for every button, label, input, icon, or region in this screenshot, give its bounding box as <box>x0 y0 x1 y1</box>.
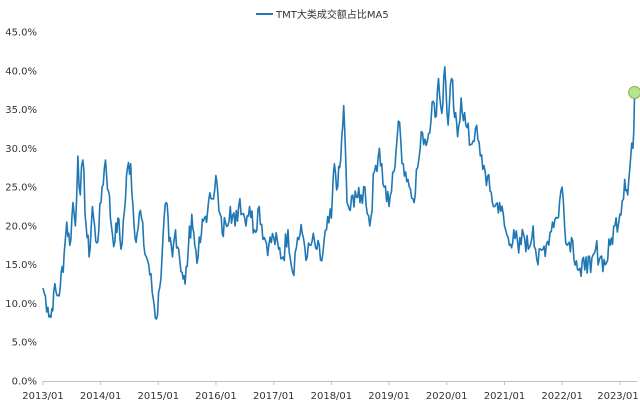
y-tick-label: 40.0% <box>5 66 37 77</box>
x-tick-label: 2016/01 <box>195 391 237 402</box>
legend-label: TMT大类成交额占比MA5 <box>275 8 389 21</box>
x-tick-label: 2021/01 <box>484 391 526 402</box>
y-tick-label: 10.0% <box>5 299 37 310</box>
y-tick-label: 25.0% <box>5 183 37 194</box>
x-tick-label: 2013/01 <box>22 391 64 402</box>
x-axis-ticks: 2013/01 2014/01 2015/01 2016/01 2017/01 2018/… <box>22 381 639 402</box>
x-tick-label: 2020/01 <box>426 391 468 402</box>
y-tick-label: 45.0% <box>5 28 37 39</box>
legend: TMT大类成交额占比MA5 <box>256 8 389 21</box>
y-tick-label: 20.0% <box>5 221 37 232</box>
x-tick-label: 2015/01 <box>138 391 180 402</box>
x-tick-label: 2017/01 <box>253 391 295 402</box>
x-tick-label: 2023/01 <box>597 391 639 402</box>
x-tick-label: 2022/01 <box>541 391 583 402</box>
y-axis-ticks: 0.0% 5.0% 10.0% 15.0% 20.0% 25.0% 30.0% 35.0% 40… <box>5 28 37 388</box>
x-tick-label: 2018/01 <box>311 391 353 402</box>
y-tick-label: 0.0% <box>12 377 37 388</box>
highlight-point-marker <box>628 85 640 99</box>
y-tick-label: 35.0% <box>5 105 37 116</box>
y-tick-label: 15.0% <box>5 260 37 271</box>
y-tick-label: 30.0% <box>5 144 37 155</box>
series-line <box>42 66 636 320</box>
y-tick-label: 5.0% <box>12 338 37 349</box>
x-tick-label: 2014/01 <box>80 391 122 402</box>
x-tick-label: 2019/01 <box>368 391 410 402</box>
